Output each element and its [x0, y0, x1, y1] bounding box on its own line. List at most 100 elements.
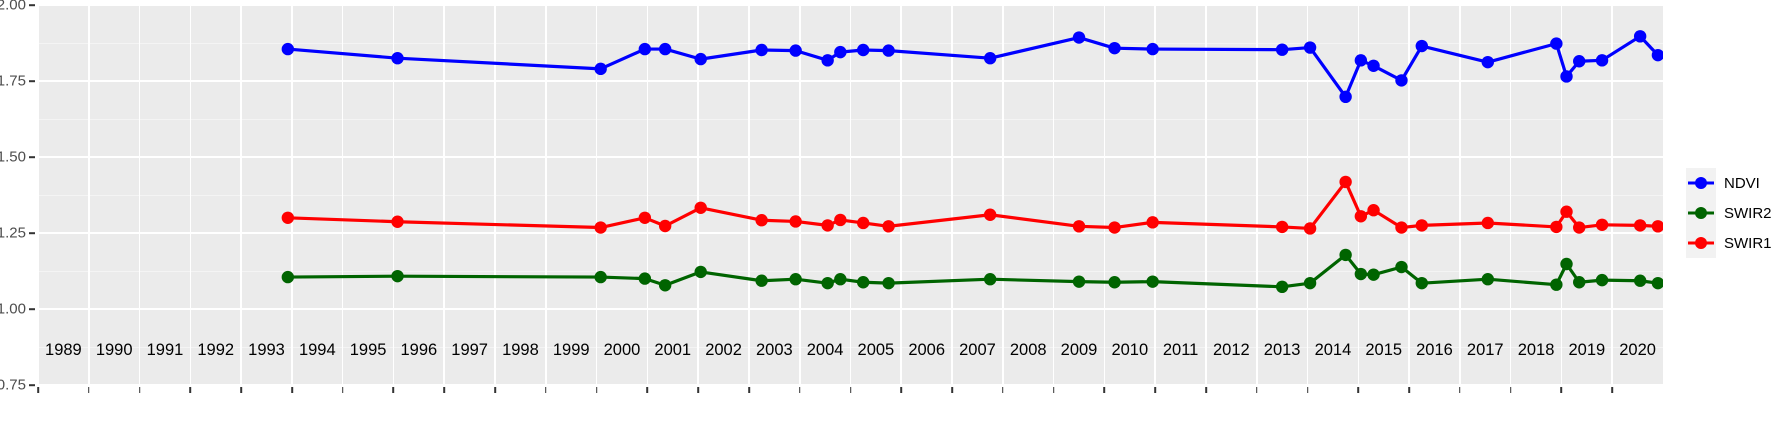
- gridline-vertical: [1357, 5, 1360, 385]
- data-point: [1367, 268, 1380, 281]
- gridline-vertical: [341, 5, 344, 385]
- x-axis-tick-label: 2015: [1365, 341, 1403, 359]
- gridline-vertical: [849, 5, 852, 385]
- gridline-vertical: [1002, 5, 1004, 385]
- x-axis-tick-label: 1996: [400, 341, 438, 359]
- data-point: [834, 213, 847, 227]
- gridline-vertical: [1611, 5, 1613, 385]
- data-point: [1339, 175, 1352, 189]
- gridline-vertical: [951, 5, 953, 385]
- data-point: [281, 42, 295, 56]
- x-axis-tick-mark: [798, 387, 801, 393]
- data-point: [789, 215, 802, 228]
- y-axis-tick-mark: [29, 308, 35, 310]
- gridline-vertical: [1509, 5, 1512, 385]
- x-axis-tick-label: 2009: [1060, 341, 1098, 359]
- y-axis: 2.00 1.75 1.50 1.25 1.00 0.75: [0, 0, 38, 442]
- x-axis-tick-mark: [37, 387, 39, 393]
- x-axis-tick-mark: [392, 387, 395, 393]
- data-point: [834, 273, 847, 286]
- x-axis-tick-label: 2019: [1568, 341, 1606, 359]
- gridline-vertical: [392, 5, 395, 385]
- data-point: [594, 221, 607, 234]
- data-point: [1481, 273, 1495, 286]
- x-axis-tick-label: 2014: [1314, 341, 1352, 359]
- x-axis-tick-label: 2011: [1162, 341, 1199, 359]
- x-axis-tick-mark: [1002, 387, 1004, 393]
- data-point: [1367, 59, 1380, 72]
- data-point: [1108, 41, 1121, 55]
- data-point: [638, 42, 652, 56]
- x-axis-tick-mark: [443, 387, 446, 393]
- y-axis-tick-label: 1.00: [0, 300, 26, 318]
- data-point: [1275, 43, 1289, 56]
- data-point: [1146, 42, 1159, 56]
- x-axis-tick-label: 2005: [857, 341, 895, 359]
- gridline-vertical: [1306, 5, 1309, 385]
- legend-key-swatch: [1686, 228, 1716, 258]
- x-axis-tick-label: 2001: [654, 341, 692, 359]
- data-point: [694, 201, 707, 214]
- gridline-vertical: [1560, 5, 1563, 385]
- series-line: [286, 253, 1660, 289]
- data-point: [1651, 276, 1663, 290]
- data-point: [983, 52, 997, 65]
- x-axis-tick-label: 2008: [1009, 341, 1047, 359]
- data-point: [1550, 220, 1563, 234]
- data-point: [1481, 216, 1495, 230]
- data-point: [1339, 90, 1352, 104]
- x-axis-tick-mark: [1255, 387, 1258, 393]
- data-point: [1595, 273, 1609, 287]
- x-axis-tick-mark: [1408, 387, 1410, 393]
- data-point: [1560, 257, 1573, 271]
- x-axis-tick-mark: [900, 387, 903, 393]
- data-point: [391, 215, 404, 228]
- x-axis-tick-label: 2013: [1263, 341, 1301, 359]
- x-axis-tick-label: 1993: [248, 341, 285, 359]
- legend-item-swir1[interactable]: SWIR1: [1686, 228, 1773, 258]
- legend-label: SWIR1: [1724, 234, 1772, 252]
- data-point: [755, 214, 768, 227]
- gridline-vertical: [240, 5, 242, 385]
- x-axis-tick-mark: [189, 387, 192, 393]
- data-point: [755, 274, 768, 287]
- data-point: [1550, 278, 1563, 291]
- legend-item-ndvi[interactable]: NDVI: [1686, 168, 1773, 198]
- data-point: [658, 279, 672, 292]
- x-axis-tick-mark: [1560, 387, 1563, 393]
- legend-item-swir2[interactable]: SWIR2: [1686, 198, 1773, 228]
- gridline-vertical: [748, 5, 750, 385]
- y-axis-tick-mark: [29, 80, 35, 82]
- x-axis-tick-mark: [341, 387, 344, 393]
- x-axis-tick-mark: [291, 387, 293, 393]
- data-point: [1108, 276, 1121, 289]
- series-swir1: [281, 175, 1663, 235]
- y-axis-tick-label: 2.00: [0, 0, 26, 14]
- y-axis-tick-mark: [29, 232, 35, 234]
- y-axis-tick-mark: [29, 384, 35, 386]
- data-point: [857, 43, 870, 57]
- data-point: [857, 216, 870, 230]
- data-point: [1275, 280, 1289, 294]
- data-point: [789, 273, 802, 286]
- gridline-vertical: [646, 5, 649, 385]
- x-axis-tick-mark: [697, 387, 699, 393]
- gridline-vertical: [1459, 5, 1461, 385]
- data-point: [1595, 54, 1609, 67]
- data-point: [1651, 220, 1663, 233]
- data-point: [1367, 204, 1380, 217]
- x-axis-tick-label: 1989: [45, 341, 82, 359]
- gridline-vertical: [1255, 5, 1258, 385]
- x-axis-tick-mark: [849, 387, 852, 393]
- y-axis-tick-label: 1.50: [0, 148, 26, 166]
- x-axis-tick-mark: [1459, 387, 1461, 393]
- x-axis-tick-label: 1990: [95, 341, 133, 359]
- data-point: [1072, 220, 1086, 233]
- data-point: [1595, 218, 1609, 231]
- x-axis-tick-label: 2000: [603, 341, 641, 359]
- data-point: [391, 52, 404, 65]
- x-axis-tick-label: 1999: [552, 341, 590, 359]
- x-axis-tick-mark: [1205, 387, 1207, 393]
- x-axis-tick-label: 1997: [451, 341, 488, 359]
